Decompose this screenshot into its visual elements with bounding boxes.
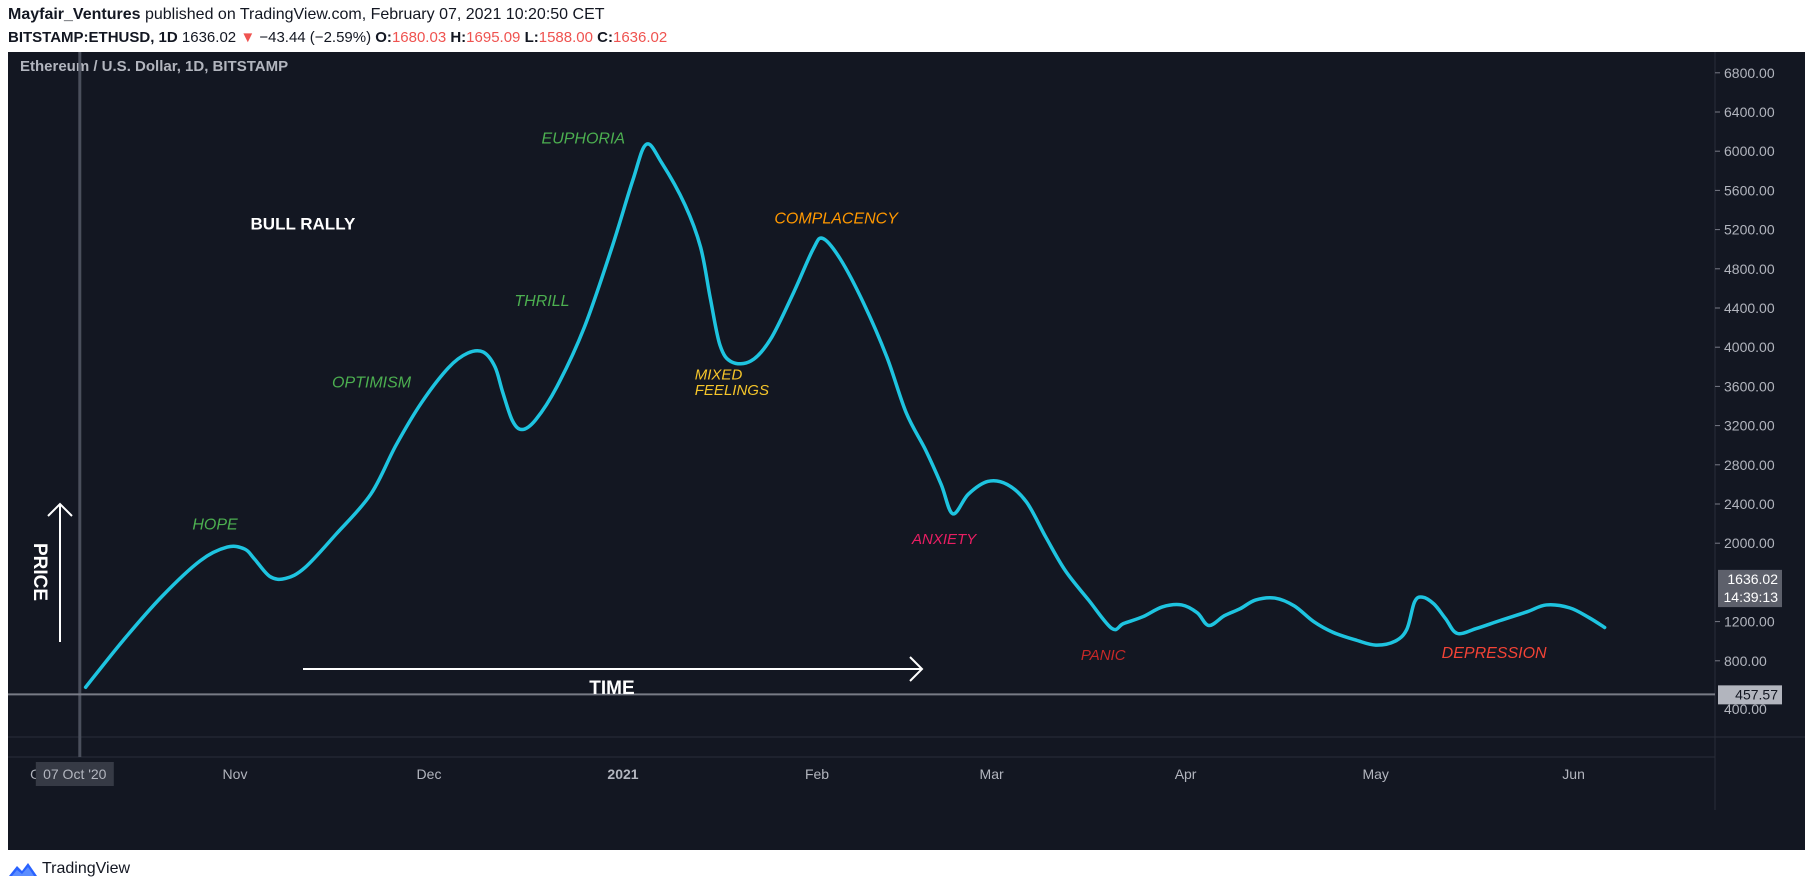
x-tick-label: Jun [1562,766,1585,782]
y-tick-label: 1200.00 [1724,614,1775,630]
x-tick-label: Nov [223,766,248,782]
x-tick-label: Dec [417,766,442,782]
x-tick-label: Mar [980,766,1004,782]
y-tick-label: 400.00 [1724,701,1767,717]
quote-line: BITSTAMP:ETHUSD, 1D 1636.02 ▼ −43.44 (−2… [8,29,667,46]
triangle-down-icon: ▼ [240,29,256,46]
price-tag-box [1718,569,1782,589]
price-tag-box [1718,588,1782,608]
y-tick-label: 4000.00 [1724,339,1775,355]
price-arrow [47,502,73,642]
price-tag-box [1718,685,1782,705]
y-tick-label: 3600.00 [1724,378,1775,394]
date-tag-label: 07 Oct '20 [43,766,107,782]
symbol: BITSTAMP:ETHUSD, 1D [8,29,178,46]
annotation-feelings[interactable]: FEELINGS [695,382,769,399]
y-tick-label: 800.00 [1724,653,1767,669]
chart-svg[interactable]: Ethereum / U.S. Dollar, 1D, BITSTAMP 680… [8,52,1805,850]
low-label: L: [524,29,539,46]
time-label: TIME [589,678,634,699]
y-tick-label: 5200.00 [1724,222,1775,238]
price-change: −43.44 (−2.59%) [259,29,372,46]
time-arrow-head [909,656,924,682]
price-tag-label: 1636.02 [1727,571,1778,587]
time-axis[interactable]: OctNovDec2021FebMarAprMayJun [30,766,1585,782]
x-tick-label: May [1362,766,1388,782]
tradingview-brand[interactable]: TradingView [42,860,131,877]
y-tick-label: 3200.00 [1724,418,1775,434]
x-tick-label: Apr [1175,766,1197,782]
y-tick-label: 4800.00 [1724,261,1775,277]
open-value: 1680.03 [391,29,447,46]
chart-frame: Ethereum / U.S. Dollar, 1D, BITSTAMP 680… [8,52,1805,850]
price-arrow-head [47,502,73,517]
last-price: 1636.02 [181,29,237,46]
annotation-complacency[interactable]: COMPLACENCY [774,211,899,228]
publish-info: published on TradingView.com, February 0… [144,6,605,23]
time-arrow [303,656,924,682]
price-tag-label: 457.57 [1735,686,1778,702]
footer: TradingView [8,860,130,878]
y-tick-label: 5600.00 [1724,182,1775,198]
y-tick-label: 2400.00 [1724,496,1775,512]
x-tick-label: 2021 [607,766,638,782]
x-tick-label: Feb [805,766,829,782]
chart-title: Ethereum / U.S. Dollar, 1D, BITSTAMP [20,58,288,75]
annotation-anxiety[interactable]: ANXIETY [911,531,977,548]
annotation-thrill[interactable]: THRILL [514,293,569,310]
y-tick-label: 6000.00 [1724,143,1775,159]
annotation-depression[interactable]: DEPRESSION [1442,645,1547,662]
annotation-mixed[interactable]: MIXED [695,367,743,384]
y-tick-label: 6800.00 [1724,65,1775,81]
publish-header: Mayfair_Ventures published on TradingVie… [8,6,605,24]
low-value: 1588.00 [538,29,593,46]
y-tick-label: 2000.00 [1724,535,1775,551]
y-tick-label: 4400.00 [1724,300,1775,316]
price-label: PRICE [29,543,50,601]
annotation-bull-rally[interactable]: BULL RALLY [251,215,357,234]
annotation-panic[interactable]: PANIC [1081,647,1126,664]
y-tick-label: 6400.00 [1724,104,1775,120]
price-axis[interactable]: 6800.00 6400.00 6000.00 5600.00 5200.00 4800.… [1715,65,1775,717]
open-label: O: [375,29,392,46]
tradingview-logo-icon[interactable] [8,860,38,878]
high-label: H: [450,29,467,46]
annotation-euphoria[interactable]: EUPHORIA [542,130,626,147]
close-label: C: [597,29,613,46]
author-name[interactable]: Mayfair_Ventures [8,6,141,23]
price-tag-label: 14:39:13 [1724,589,1779,605]
price-curve[interactable] [83,142,1607,690]
high-value: 1695.09 [466,29,521,46]
annotation-hope[interactable]: HOPE [192,516,238,533]
y-tick-label: 2800.00 [1724,457,1775,473]
close-value: 1636.02 [612,29,668,46]
annotation-optimism[interactable]: OPTIMISM [332,374,412,391]
date-tag-box [35,762,114,786]
